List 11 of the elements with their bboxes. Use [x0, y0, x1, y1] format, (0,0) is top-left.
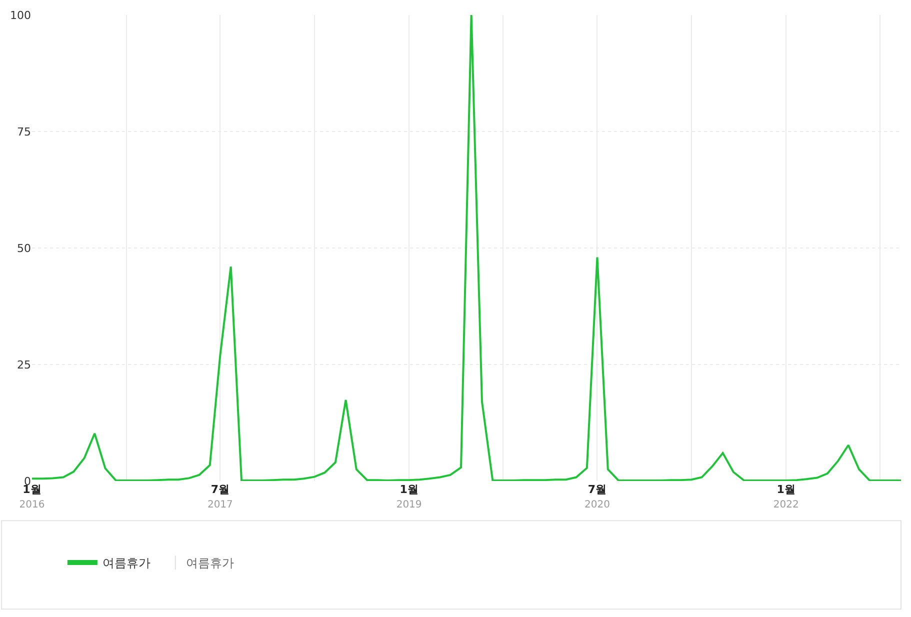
text: 여름휴가 — [186, 556, 234, 570]
y-tick-label: 100 — [10, 8, 31, 22]
x-tick-label: 1월 2019 — [396, 483, 422, 510]
y-tick-label: 75 — [17, 125, 31, 138]
y-tick-label: 25 — [17, 358, 31, 372]
legend-label: 여름휴가 — [102, 556, 150, 570]
line-series — [32, 15, 901, 481]
y-tick-label: 50 — [17, 242, 31, 255]
x-tick-label: 7월 2020 — [584, 483, 610, 510]
x-tick-label: 1월 2022 — [773, 483, 799, 510]
x-tick-label: 7월 2017 — [207, 483, 233, 510]
